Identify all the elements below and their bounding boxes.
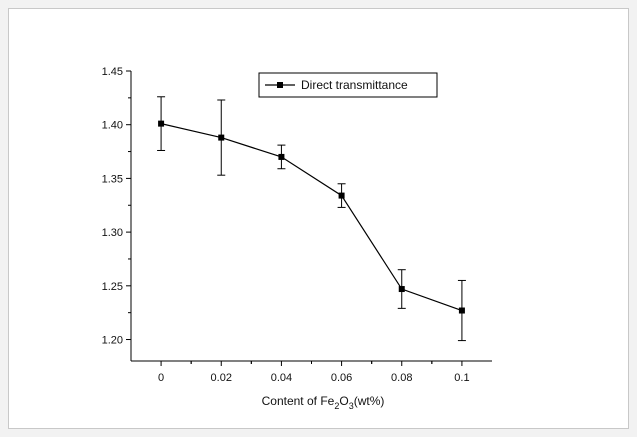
legend-label: Direct transmittance — [301, 78, 408, 92]
data-point — [278, 153, 285, 160]
data-point — [458, 307, 465, 314]
markers — [158, 120, 465, 314]
y-tick-label: 1.20 — [102, 335, 123, 347]
x-axis-title-mid: O — [339, 394, 348, 408]
y-tick-label: 1.25 — [102, 281, 123, 293]
x-tick-label: 0 — [158, 372, 164, 384]
x-axis-title-prefix: Content of Fe — [262, 394, 335, 408]
x-tick-label: 0.04 — [271, 372, 292, 384]
y-tick-label: 1.45 — [102, 66, 123, 78]
legend-marker — [277, 82, 283, 88]
data-point — [158, 120, 165, 127]
series-line-group — [160, 123, 463, 312]
y-tick-label: 1.35 — [102, 173, 123, 185]
x-axis-title: Content of Fe2O3(wt%) — [262, 394, 385, 411]
y-tick-label: 1.30 — [102, 227, 123, 239]
data-point — [218, 134, 225, 141]
series-line — [160, 123, 463, 312]
x-axis-title-sub1: 2 — [334, 401, 339, 411]
x-tick-label: 0.1 — [454, 372, 469, 384]
x-tick-label: 0.06 — [331, 372, 352, 384]
x-axis-title-suffix: (wt%) — [354, 394, 385, 408]
y-tick-label: 1.40 — [102, 120, 123, 132]
data-point — [338, 192, 345, 199]
chart-figure: 1.20 1.25 1.30 1.35 1.40 1.45 0 0.02 0.04 0.06 0.0… — [8, 8, 629, 429]
x-tick-label: 0.02 — [211, 372, 232, 384]
x-tick-label: 0.08 — [391, 372, 412, 384]
axes: 1.20 1.25 1.30 1.35 1.40 1.45 0 0.02 0.04 0.06 0.0… — [102, 66, 492, 384]
chart-svg: 1.20 1.25 1.30 1.35 1.40 1.45 0 0.02 0.04 0.06 0.0… — [102, 66, 492, 411]
data-point — [398, 286, 405, 293]
legend: Direct transmittance — [258, 72, 438, 98]
x-axis-title-sub2: 3 — [349, 401, 354, 411]
